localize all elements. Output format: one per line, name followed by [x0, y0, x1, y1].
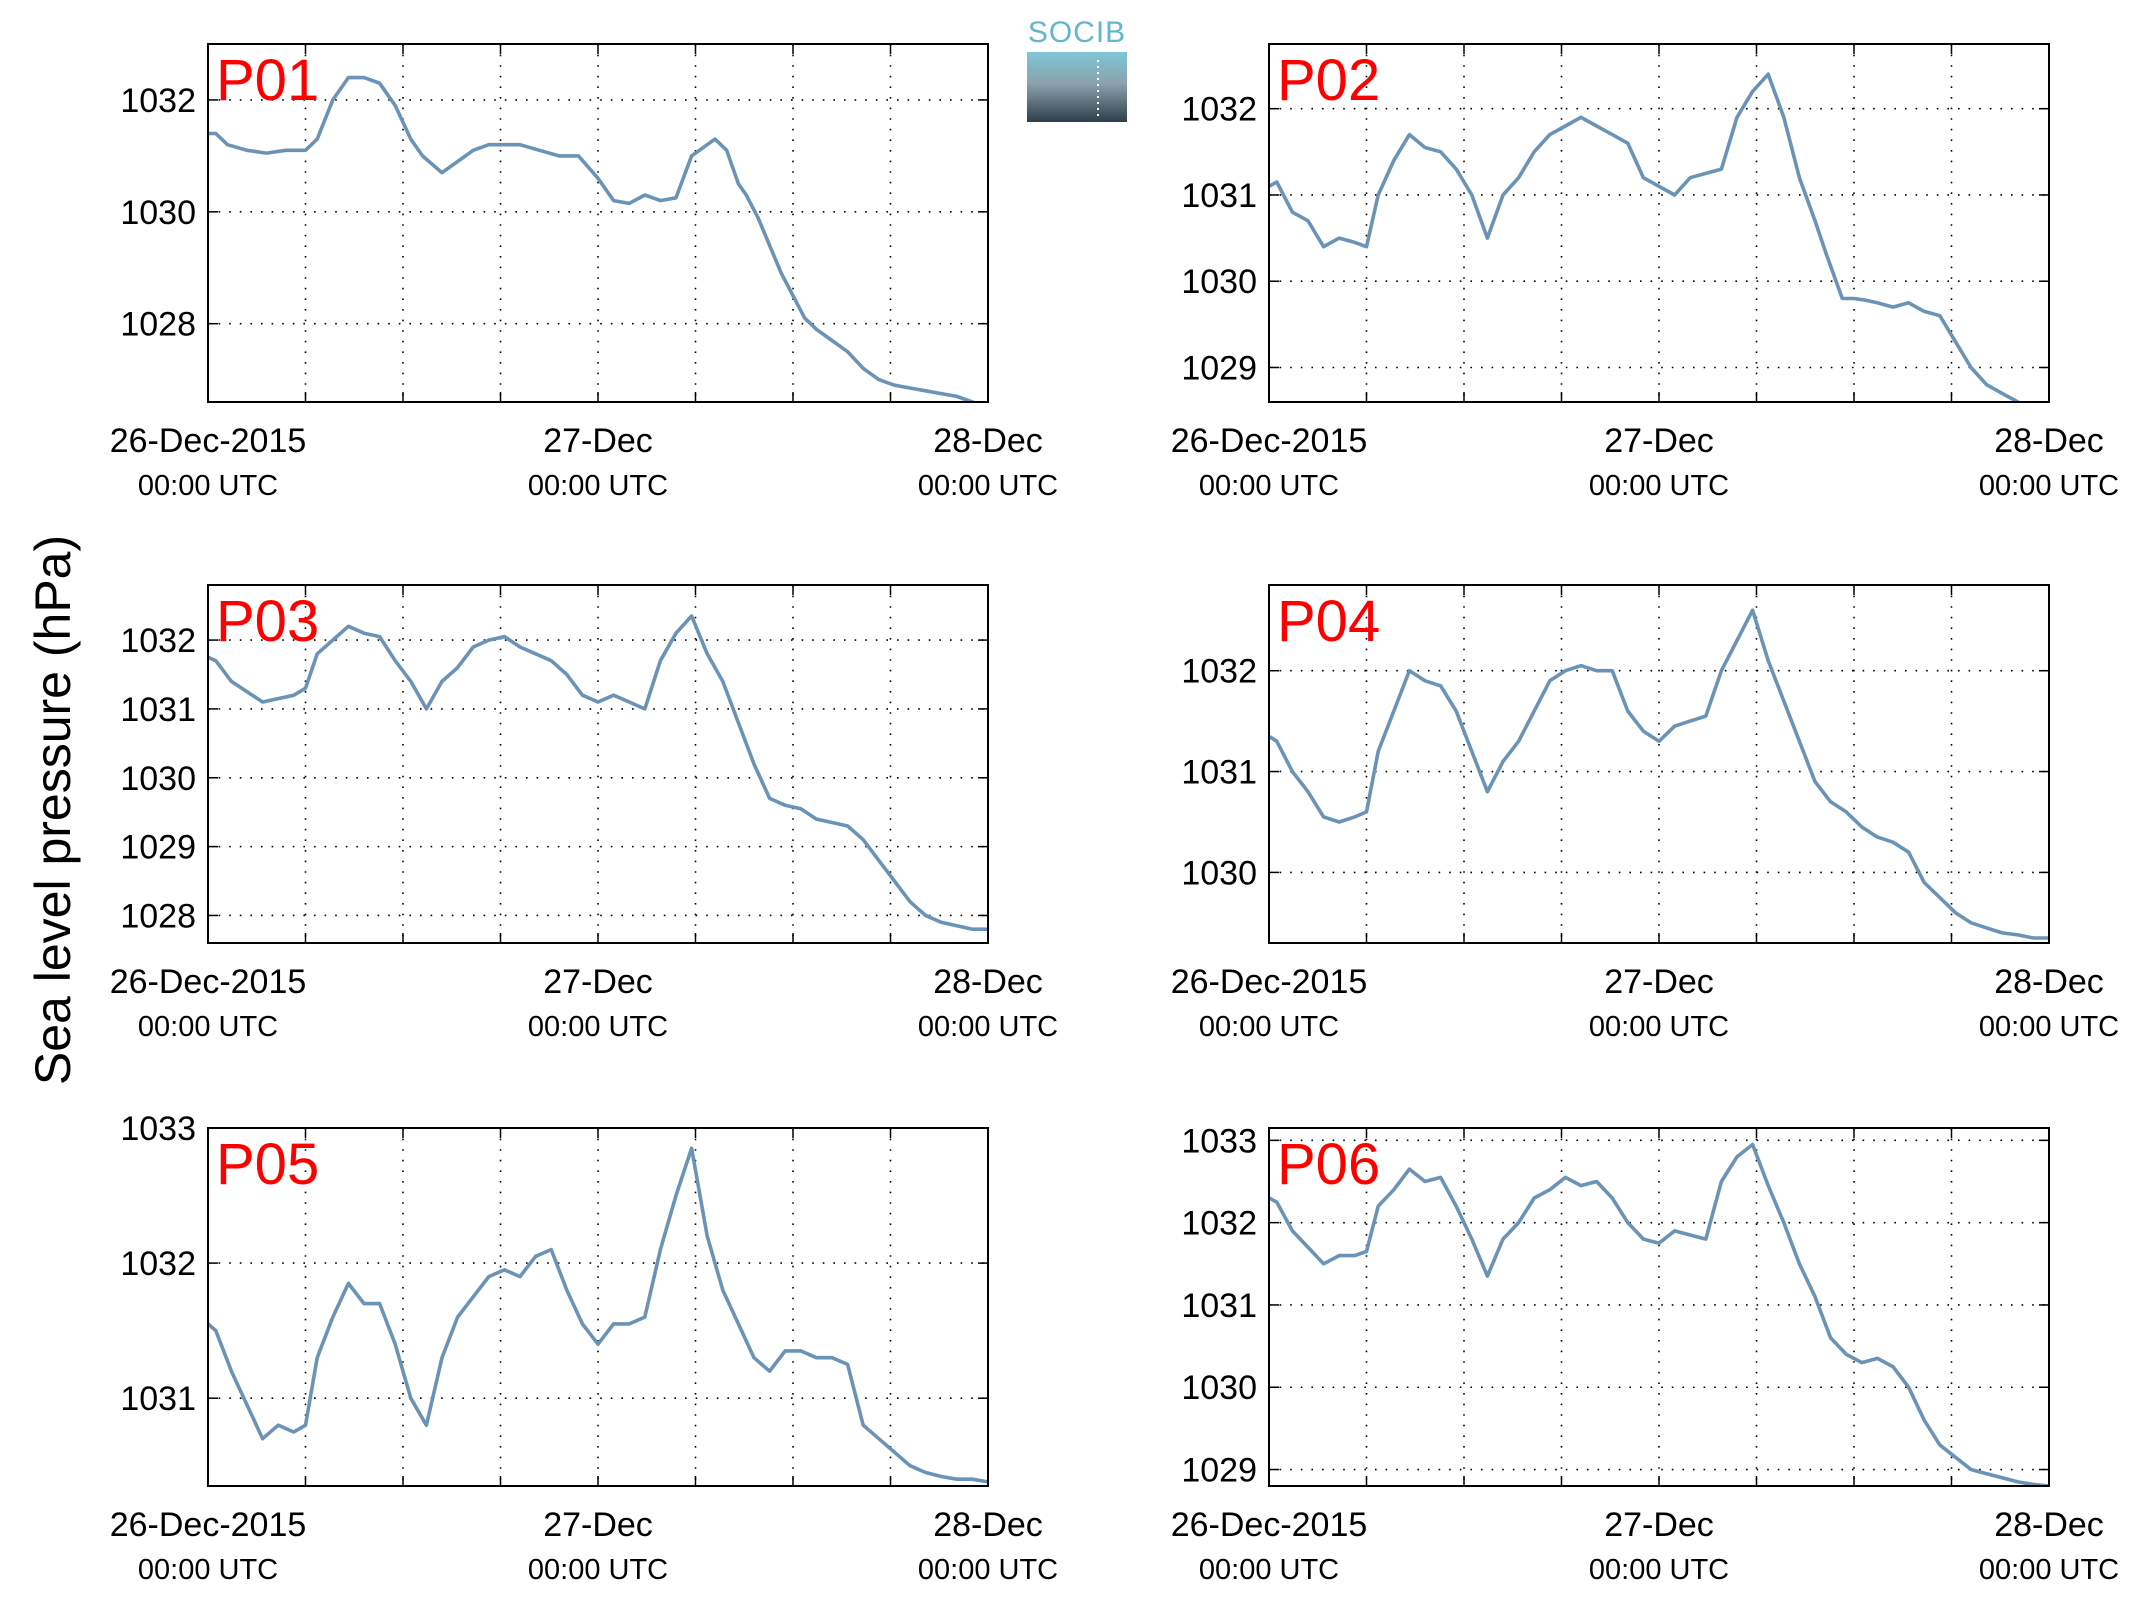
y-tick-label: 1030: [1181, 854, 1257, 892]
x-tick-sublabel: 00:00 UTC: [528, 1554, 668, 1586]
x-tick-label: 28-Dec: [1994, 1506, 2104, 1544]
axes-frame: [1268, 584, 2050, 944]
x-tick-sublabel: 00:00 UTC: [1199, 470, 1339, 502]
x-tick-sublabel: 00:00 UTC: [1979, 470, 2119, 502]
y-tick-label: 1033: [1181, 1122, 1257, 1160]
y-tick-label: 1029: [120, 829, 196, 867]
y-tick-label: 1032: [120, 1245, 196, 1283]
x-tick-sublabel: 00:00 UTC: [918, 1011, 1058, 1043]
panel-p04: 1030 1031 1032 P04 26-Dec-2015 00:00 UTC 27-De…: [1171, 584, 2119, 1043]
panel-label: P04: [1277, 589, 1380, 654]
socib-logo: SOCIB: [1027, 16, 1127, 122]
x-tick-label: 26-Dec-2015: [1171, 422, 1368, 460]
axes-frame: [207, 1127, 989, 1487]
axes-frame: [1268, 43, 2050, 403]
y-tick-label: 1032: [1181, 1205, 1257, 1243]
panel-label: P01: [216, 48, 319, 113]
x-tick-label: 28-Dec: [1994, 422, 2104, 460]
y-tick-label: 1032: [1181, 653, 1257, 691]
panel-p06: 1029 1030 1031 1032 1033 P06 26-Dec-2015 00:00 …: [1171, 1122, 2119, 1586]
series-line-p06: [1269, 1142, 2049, 1486]
x-tick-label: 26-Dec-2015: [1171, 963, 1368, 1001]
y-tick-label: 1031: [120, 1380, 196, 1418]
axes-frame: [207, 584, 989, 944]
y-tick-label: 1031: [1181, 177, 1257, 215]
panel-label: P05: [216, 1132, 319, 1197]
panel-p05: 1031 1032 1033 P05 26-Dec-2015 00:00 UTC 27-De…: [110, 1110, 1058, 1586]
x-tick-sublabel: 00:00 UTC: [918, 470, 1058, 502]
panel-label: P02: [1277, 48, 1380, 113]
series-line-p05: [208, 1146, 988, 1484]
x-tick-sublabel: 00:00 UTC: [138, 470, 278, 502]
axes-frame: [1268, 1127, 2050, 1487]
y-tick-label: 1031: [120, 691, 196, 729]
y-tick-label: 1029: [1181, 1452, 1257, 1490]
x-tick-label: 28-Dec: [933, 422, 1043, 460]
x-tick-label: 27-Dec: [1604, 963, 1714, 1001]
logo-text: SOCIB: [1028, 16, 1126, 49]
x-tick-sublabel: 00:00 UTC: [1199, 1554, 1339, 1586]
y-tick-label: 1030: [1181, 263, 1257, 301]
series-line-p04: [1269, 608, 2049, 940]
y-tick-label: 1029: [1181, 349, 1257, 387]
y-tick-label: 1028: [120, 306, 196, 344]
x-tick-sublabel: 00:00 UTC: [918, 1554, 1058, 1586]
y-tick-label: 1030: [120, 194, 196, 232]
y-tick-label: 1030: [1181, 1369, 1257, 1407]
x-tick-label: 27-Dec: [543, 422, 653, 460]
y-tick-label: 1031: [1181, 754, 1257, 792]
x-tick-label: 26-Dec-2015: [110, 963, 307, 1001]
y-tick-label: 1033: [120, 1110, 196, 1148]
panels: 1028 1030 1032 P01 26-Dec-2015 00:00 UTC 27-De…: [110, 43, 2119, 1586]
x-tick-sublabel: 00:00 UTC: [1979, 1011, 2119, 1043]
x-tick-sublabel: 00:00 UTC: [138, 1011, 278, 1043]
x-tick-sublabel: 00:00 UTC: [1589, 1554, 1729, 1586]
x-tick-sublabel: 00:00 UTC: [1589, 1011, 1729, 1043]
x-tick-sublabel: 00:00 UTC: [528, 470, 668, 502]
series-line-p03: [208, 614, 988, 932]
y-tick-label: 1032: [120, 622, 196, 660]
axes-frame: [207, 43, 989, 403]
y-axis-label: Sea level pressure (hPa): [25, 535, 81, 1085]
x-tick-label: 27-Dec: [1604, 422, 1714, 460]
x-tick-label: 27-Dec: [543, 1506, 653, 1544]
y-tick-label: 1030: [120, 760, 196, 798]
series-line-p02: [1269, 72, 2022, 402]
x-tick-label: 28-Dec: [933, 1506, 1043, 1544]
x-tick-sublabel: 00:00 UTC: [1199, 1011, 1339, 1043]
y-tick-label: 1031: [1181, 1287, 1257, 1325]
x-tick-label: 28-Dec: [1994, 963, 2104, 1001]
x-tick-label: 26-Dec-2015: [110, 422, 307, 460]
x-tick-sublabel: 00:00 UTC: [138, 1554, 278, 1586]
panel-label: P03: [216, 589, 319, 654]
x-tick-label: 26-Dec-2015: [110, 1506, 307, 1544]
series-line-p01: [208, 75, 978, 402]
panel-p02: 1029 1030 1031 1032 P02 26-Dec-2015 00:00 UTC 2…: [1171, 43, 2119, 502]
y-tick-label: 1028: [120, 897, 196, 935]
panel-label: P06: [1277, 1132, 1380, 1197]
x-tick-label: 27-Dec: [1604, 1506, 1714, 1544]
x-tick-sublabel: 00:00 UTC: [528, 1011, 668, 1043]
x-tick-label: 27-Dec: [543, 963, 653, 1001]
panel-p01: 1028 1030 1032 P01 26-Dec-2015 00:00 UTC 27-De…: [110, 43, 1058, 502]
y-tick-label: 1032: [120, 82, 196, 120]
x-tick-label: 28-Dec: [933, 963, 1043, 1001]
x-tick-sublabel: 00:00 UTC: [1979, 1554, 2119, 1586]
logo-graphic: [1027, 52, 1127, 122]
panel-p03: 1028 1029 1030 1031 1032 P03 26-Dec-2015 00:00 …: [110, 584, 1058, 1043]
x-tick-label: 26-Dec-2015: [1171, 1506, 1368, 1544]
y-tick-label: 1032: [1181, 91, 1257, 129]
x-tick-sublabel: 00:00 UTC: [1589, 470, 1729, 502]
